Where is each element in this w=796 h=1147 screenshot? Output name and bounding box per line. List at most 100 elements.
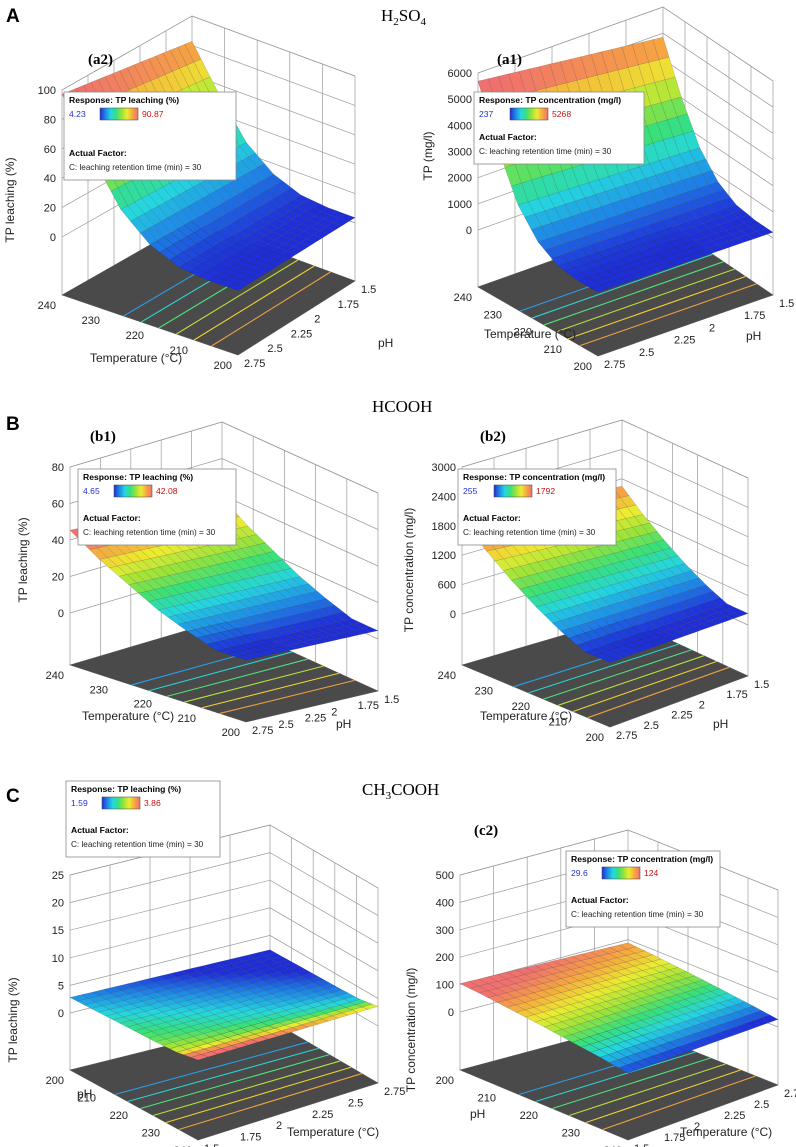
x-tick-label: 240 xyxy=(38,300,56,312)
legend-min: 255 xyxy=(463,486,478,496)
x-axis-label: Temperature (°C) xyxy=(480,709,572,723)
z-axis-ticks: 0 1000 2000 3000 4000 5000 6000 xyxy=(448,68,472,237)
legend-frame xyxy=(473,91,645,165)
contour-line xyxy=(219,679,355,714)
x-tick-label: 200 xyxy=(586,732,604,744)
z-tick-label: 25 xyxy=(52,870,64,882)
contour-line xyxy=(184,665,324,703)
legend-frame xyxy=(565,850,721,928)
z-tick-label: 2000 xyxy=(448,173,472,185)
y-tick-label: 2 xyxy=(709,322,715,334)
chart-b2: 060012001800240030002402302202102001.51.… xyxy=(402,419,769,744)
z-axis-label: TP leaching (%) xyxy=(3,157,17,242)
contour-line xyxy=(165,1066,352,1124)
z-axis-ticks: 0 600 1200 1800 2400 3000 xyxy=(432,462,456,621)
x-tick-label: 240 xyxy=(454,292,472,304)
legend-factor: C: leaching retention time (min) = 30 xyxy=(479,147,612,156)
y-tick-label: 2.5 xyxy=(348,1097,363,1109)
legend-title: Response: TP leaching (%) xyxy=(83,472,193,482)
contour-line xyxy=(211,271,331,347)
response-surface xyxy=(459,942,779,1074)
z-tick-label: 1800 xyxy=(432,521,456,533)
y-axis-ticks: 2.75 2.5 2.25 2 1.75 1.5 xyxy=(204,1086,405,1147)
contour-line xyxy=(579,283,757,347)
surface-cell xyxy=(69,994,89,1002)
contour-line xyxy=(543,649,692,700)
legend-max: 5268 xyxy=(552,109,571,119)
z-tick-label: 15 xyxy=(52,925,64,937)
x-tick-label: 230 xyxy=(82,315,100,327)
y-tick-label: 2.25 xyxy=(671,710,692,722)
y-axis-ticks: 1.51.75 22.25 2.52.75 xyxy=(244,284,376,370)
y-tick-label: 2.5 xyxy=(278,719,293,731)
wall-gridline xyxy=(459,829,779,891)
legend-title: Response: TP concentration (mg/l) xyxy=(479,95,621,105)
legend-title: Response: TP leaching (%) xyxy=(71,784,181,794)
y-tick-label: 2.25 xyxy=(305,713,326,725)
z-tick-label: 20 xyxy=(52,572,64,584)
y-tick-label: 1.75 xyxy=(240,1132,261,1144)
x-tick-label: 200 xyxy=(214,360,232,372)
legend-factor-title: Actual Factor: xyxy=(463,513,521,523)
x-tick-label: 220 xyxy=(134,699,152,711)
x-tick-label: 240 xyxy=(438,670,456,682)
panel-label: (a1) xyxy=(497,52,522,68)
legend-box: Response: TP concentration (mg/l) 29.6 124… xyxy=(565,850,721,928)
z-tick-label: 1000 xyxy=(448,199,472,211)
y-axis-ticks: 2.75 2.5 2.25 2 1.75 1.5 xyxy=(634,1088,796,1147)
legend-factor: C: leaching retention time (min) = 30 xyxy=(83,528,216,537)
z-tick-label: 400 xyxy=(436,897,454,909)
x-tick-label: 200 xyxy=(436,1075,454,1087)
x-axis-label: Temperature (°C) xyxy=(287,1125,379,1139)
contour-line xyxy=(176,259,299,335)
x-tick-label: 230 xyxy=(475,686,493,698)
x-axis-ticks: 240 230 220 210 200 xyxy=(454,292,592,373)
z-axis-ticks: 0 20 40 60 80 xyxy=(52,462,64,620)
y-axis-label: pH xyxy=(336,717,351,731)
z-tick-label: 100 xyxy=(436,980,454,992)
legend-factor-title: Actual Factor: xyxy=(479,132,537,142)
z-tick-label: 10 xyxy=(52,953,64,965)
wall-gridline xyxy=(69,907,379,972)
contour-line xyxy=(166,658,308,697)
x-tick-label: 220 xyxy=(110,1110,128,1122)
contour-line xyxy=(569,1063,726,1117)
y-axis-label: pH xyxy=(470,1107,485,1121)
wall-gridline xyxy=(477,6,774,82)
legend-frame xyxy=(77,468,237,546)
legend-title: Response: TP concentration (mg/l) xyxy=(463,472,605,482)
z-axis-ticks: 0 5 10 15 20 25 xyxy=(52,870,64,1020)
legend-box: Response: TP leaching (%) 1.59 3.86 Actual … xyxy=(65,780,221,858)
y-tick-label: 1.5 xyxy=(779,298,794,310)
contour-line xyxy=(178,1073,362,1131)
contour-line xyxy=(201,672,340,709)
chart-a1: 0 1000 2000 3000 4000 5000 6000 240 230 220 210 200… xyxy=(421,6,794,373)
section-a-header: A H2SO4 xyxy=(6,6,427,28)
z-tick-label: 0 xyxy=(58,1008,64,1020)
wall-gridline xyxy=(69,421,379,494)
x-tick-label: 230 xyxy=(484,309,502,321)
legend-frame xyxy=(65,780,221,858)
panel-label: (a2) xyxy=(88,52,113,68)
y-tick-label: 2.5 xyxy=(644,720,659,732)
legend-min: 29.6 xyxy=(571,868,588,878)
chart-a2: 0 20 40 60 80 100 240 230 220 210 200 1.51.75 22.25 2… xyxy=(3,15,393,372)
z-tick-label: 4000 xyxy=(448,120,472,132)
legend-colorbar xyxy=(493,484,533,498)
y-tick-label: 1.75 xyxy=(726,689,747,701)
chart-b1: 0 20 40 60 80 240 230 220 210 200 1.5 1.75 2 2.25 2.5 2… xyxy=(16,421,399,739)
z-tick-label: 80 xyxy=(44,114,56,126)
contour-line xyxy=(572,660,717,713)
y-tick-label: 1.5 xyxy=(634,1143,649,1147)
x-tick-label: 210 xyxy=(478,1093,496,1105)
z-tick-label: 600 xyxy=(438,580,456,592)
x-axis-label: Temperature (°C) xyxy=(90,351,182,365)
legend-colorbar xyxy=(99,107,139,121)
y-axis-label: pH xyxy=(746,329,761,343)
z-axis-label: TP leaching (%) xyxy=(16,517,30,602)
section-title: H2SO4 xyxy=(381,6,427,28)
z-tick-label: 40 xyxy=(52,535,64,547)
x-axis-ticks: 240 230 220 210 200 xyxy=(438,670,604,744)
contour-floor xyxy=(68,619,379,723)
y-tick-label: 2.75 xyxy=(604,359,625,371)
